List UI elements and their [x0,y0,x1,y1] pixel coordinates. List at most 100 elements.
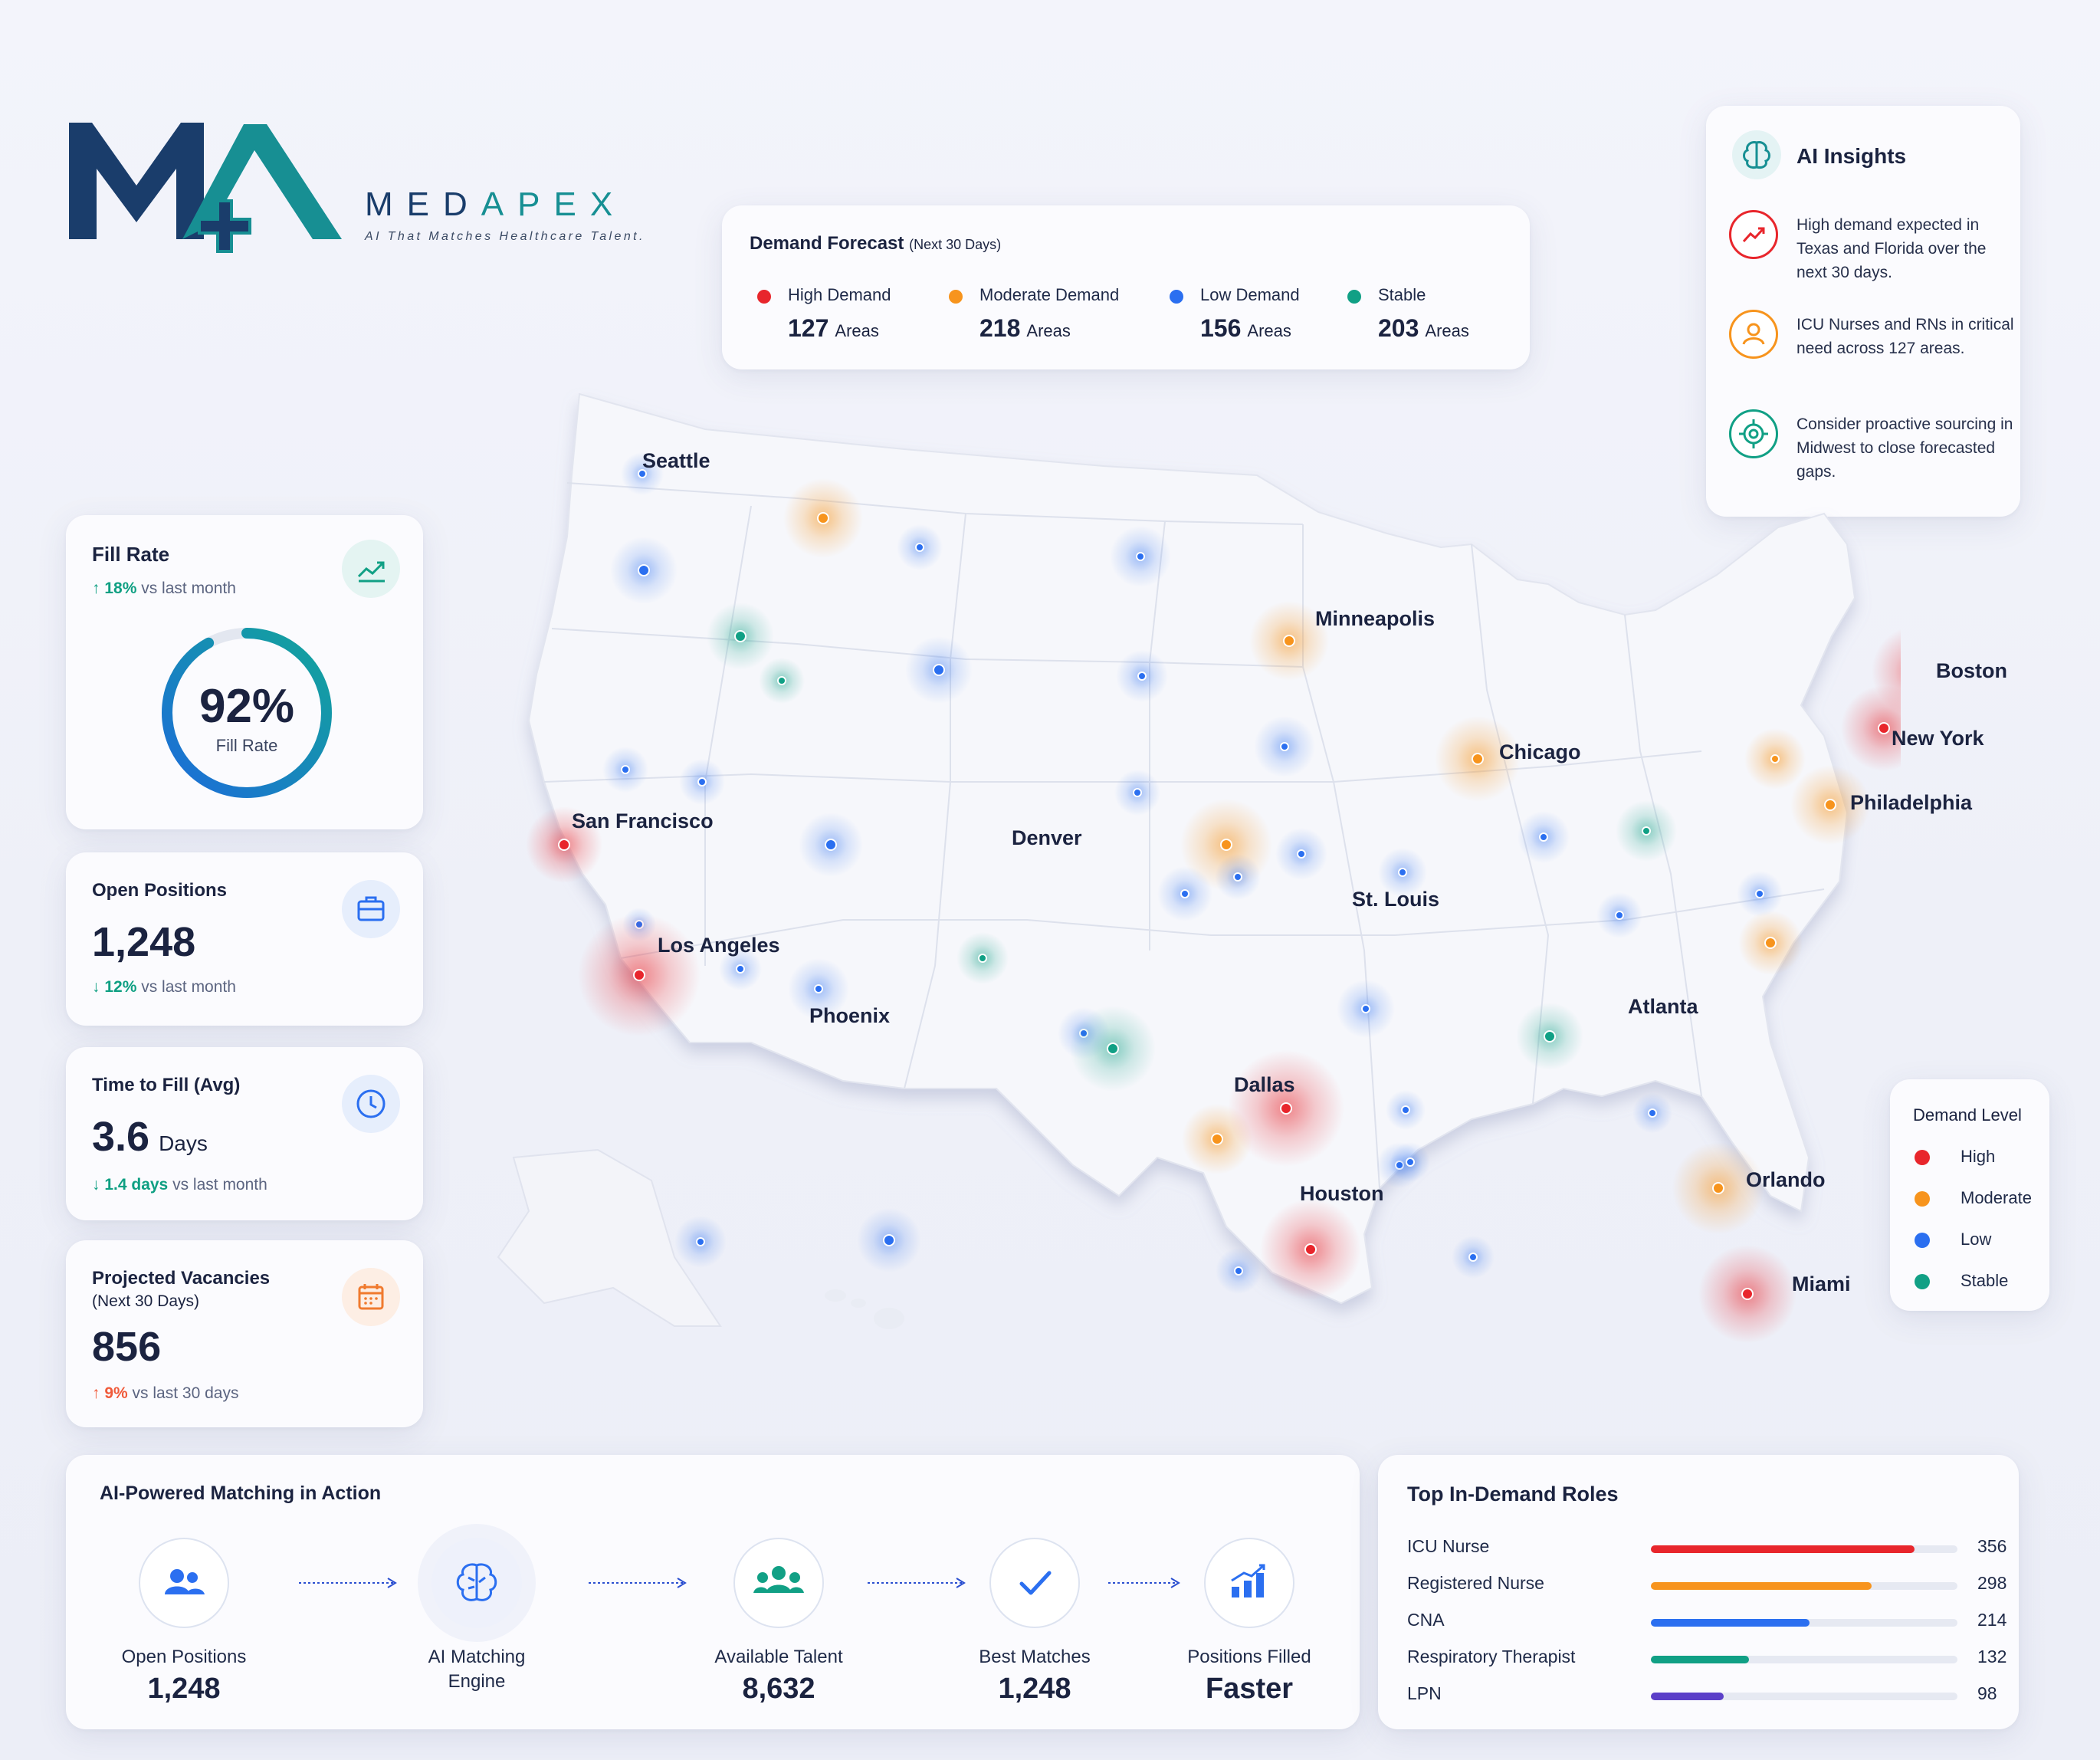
target-icon [1729,409,1778,458]
role-bar-fill [1651,1656,1749,1663]
role-bar-track [1651,1693,1957,1700]
hotspot-marker [1824,799,1836,811]
city-label-dallas: Dallas [1234,1073,1295,1096]
hotspot-marker [1361,1004,1370,1013]
role-bar-track [1651,1545,1957,1553]
clock-icon [342,1075,400,1133]
hotspot-marker [1137,671,1147,681]
projected-vacancies-card: Projected Vacancies (Next 30 Days) 856 ↑… [66,1240,423,1427]
moderate-demand-dot [949,290,963,304]
top-roles-card: Top In-Demand Roles ICU Nurse 356 Regist… [1378,1455,2019,1729]
flow-arrow [299,1578,397,1588]
hotspot-marker [1406,1157,1415,1167]
hotspot-marker [915,543,924,552]
city-label-st-louis: St. Louis [1352,888,1439,911]
kpi-change: ↑ 9% vs last 30 days [92,1384,239,1402]
hotspot-marker [1107,1043,1119,1055]
ai-matching-card: AI-Powered Matching in Action Open Posit… [66,1455,1360,1729]
city-label-seattle: Seattle [642,449,710,472]
role-row: Respiratory Therapist 132 [1407,1647,2007,1666]
hotspot-marker [825,839,837,851]
city-label-boston: Boston [1936,659,2007,682]
roles-title: Top In-Demand Roles [1407,1483,1619,1506]
kpi-title: Open Positions [92,880,228,901]
open-positions-card: Open Positions 1,248 ↓ 12% vs last month [66,852,423,1026]
fill-rate-label: Fill Rate [215,736,278,755]
check-icon [989,1538,1080,1628]
hotspot-marker [1539,832,1548,842]
people-icon [139,1538,229,1628]
city-label-atlanta: Atlanta [1628,995,1698,1018]
low-demand-dot [1170,290,1183,304]
kpi-title: Projected Vacancies [92,1268,271,1289]
hotspot-marker [1136,552,1145,561]
step-available-talent: Available Talent 8,632 [679,1538,878,1706]
city-label-chicago: Chicago [1499,740,1581,763]
hotspot-marker [736,964,745,974]
role-row: Registered Nurse 298 [1407,1573,2007,1593]
hotspot-marker [1283,635,1295,647]
role-bar-fill [1651,1619,1810,1627]
hotspot-marker [697,777,707,786]
fill-rate-card: Fill Rate ↑ 18% vs last month 92% Fill R… [66,515,423,829]
step-ai-engine: AI Matching Engine [377,1538,576,1694]
city-label-los-angeles: Los Angeles [658,934,780,957]
hotspot-marker [1220,839,1232,851]
city-label-new-york: New York [1892,727,1984,750]
fill-rate-value: 92% [199,680,295,733]
us-demand-map [497,392,1901,1343]
brand-tagline: AI That Matches Healthcare Talent. [365,230,645,243]
hotspot-marker [1770,754,1780,763]
city-label-san-francisco: San Francisco [572,809,714,832]
city-label-miami: Miami [1792,1272,1851,1295]
ai-insights-card: AI Insights High demand expected in Texa… [1706,106,2020,517]
gauge-arc [162,628,332,798]
hotspot-marker [817,512,829,524]
kpi-change: ↑ 18% vs last month [92,580,236,597]
kpi-change: ↓ 12% vs last month [92,978,236,996]
stable-demand-dot [1347,290,1361,304]
briefcase-icon [342,880,400,938]
bar-chart-icon [1204,1538,1294,1628]
step-open-positions: Open Positions 1,248 [84,1538,284,1706]
hotspot-marker [1233,872,1242,882]
forecast-title: Demand Forecast (Next 30 Days) [750,233,1002,254]
matching-title: AI-Powered Matching in Action [100,1483,382,1504]
hotspot-marker [633,969,645,981]
city-label-orlando: Orlando [1746,1168,1826,1191]
hotspot-marker [696,1237,705,1246]
hotspot-marker [1755,889,1764,898]
hotspot-marker [638,469,647,478]
role-bar-track [1651,1619,1957,1627]
demand-forecast-card: Demand Forecast (Next 30 Days) High Dema… [722,205,1530,369]
brain-icon [1732,130,1781,179]
demand-hotspots [526,452,1901,1343]
flow-arrow [1108,1578,1180,1588]
city-label-minneapolis: Minneapolis [1315,607,1436,630]
hotspot-marker [1741,1288,1754,1300]
kpi-subtitle: (Next 30 Days) [92,1292,200,1310]
calendar-icon [342,1268,400,1326]
hotspot-marker [558,839,570,851]
fill-rate-gauge: 92% Fill Rate [156,622,337,803]
hotspot-marker [978,954,987,963]
trend-chart-icon [342,540,400,598]
brand-name: MEDAPEX [365,186,627,223]
hotspot-marker [638,564,650,576]
hotspot-marker [1712,1182,1724,1194]
brand-logo: MEDAPEX AI That Matches Healthcare Talen… [66,115,679,268]
hotspot-marker [1472,753,1484,765]
hotspot-halo [1841,685,1901,771]
time-to-fill-card: Time to Fill (Avg) 3.6 Days ↓ 1.4 days vs… [66,1047,423,1220]
step-best-matches: Best Matches 1,248 [935,1538,1134,1706]
flow-arrow [868,1578,966,1588]
hotspot-marker [1642,826,1651,836]
hotspot-marker [1764,937,1777,949]
role-bar-track [1651,1582,1957,1590]
insights-title: AI Insights [1796,144,1907,168]
hotspot-marker [1297,849,1306,859]
role-bar-fill [1651,1693,1724,1700]
role-bar-fill [1651,1582,1872,1590]
medapex-logo-icon [69,123,342,253]
person-icon [1729,310,1778,359]
